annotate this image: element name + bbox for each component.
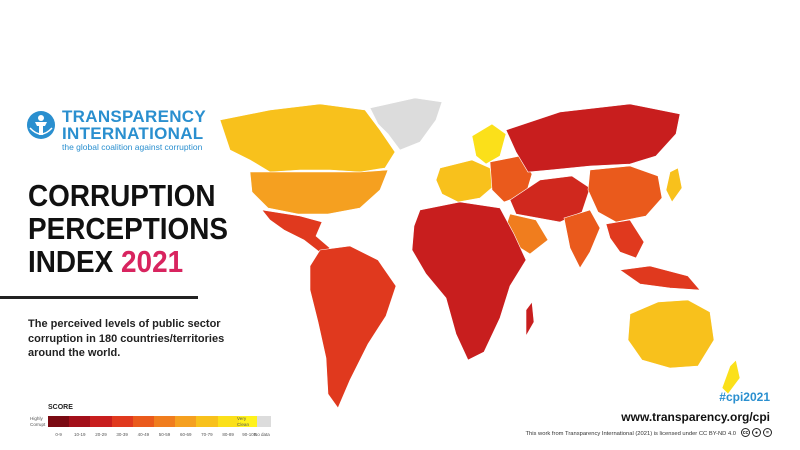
- legend-no-data-label: No data: [254, 432, 270, 437]
- region-scandinavia: [471, 123, 507, 165]
- legend-swatch: [90, 416, 112, 427]
- region-japan: [665, 167, 683, 203]
- legend-color-scale: [48, 416, 260, 427]
- region-greenland: [369, 97, 443, 151]
- legend-high-label: Very Clean: [237, 416, 250, 427]
- region-madagascar: [525, 301, 535, 338]
- title-divider: [0, 296, 198, 299]
- legend-low-label: Highly Corrupt: [30, 416, 46, 427]
- cc-nd-icon: =: [763, 428, 772, 437]
- title-index-word: INDEX: [28, 244, 114, 279]
- legend-no-data-swatch: [257, 416, 271, 427]
- title-year: 2021: [121, 244, 184, 279]
- cc-by-icon: ●: [752, 428, 761, 437]
- description-text: The perceived levels of public sector co…: [28, 318, 225, 359]
- legend-tick-label: 50-59: [158, 432, 171, 437]
- legend-swatch: [238, 416, 260, 427]
- cc-license-icons: cc ● =: [741, 428, 772, 437]
- legend-tick-labels: 0-9 10-19 20-29 30-39 40-49 50-59 60-69 70-79 80…: [48, 432, 260, 437]
- region-new-zealand: [721, 359, 741, 395]
- legend-tick-label: 90-100: [242, 432, 257, 437]
- legend-tick-label: 20-29: [95, 432, 107, 437]
- hashtag-link[interactable]: #cpi2021: [719, 390, 770, 404]
- legend-swatch: [132, 416, 154, 427]
- legend-tick-label: 70-79: [201, 432, 213, 437]
- region-india: [563, 209, 601, 269]
- legend-swatch: [69, 416, 91, 427]
- transparency-international-logo: TRANSPARENCY INTERNATIONAL the global co…: [26, 108, 206, 154]
- region-africa: [411, 201, 527, 361]
- region-middle-east: [509, 175, 591, 223]
- title-line2: PERCEPTIONS: [28, 211, 228, 246]
- region-canada: [219, 103, 396, 173]
- license-text: This work from Transparency Internationa…: [525, 431, 737, 437]
- region-china: [587, 165, 663, 223]
- logo-tagline: the global coalition against corruption: [62, 142, 203, 152]
- world-map: [219, 97, 741, 409]
- cc-cc-icon: cc: [741, 428, 750, 437]
- legend-tick-label: 60-69: [179, 432, 192, 437]
- website-link[interactable]: www.transparency.org/cpi: [621, 410, 770, 424]
- region-australia: [627, 299, 715, 369]
- legend-swatch: [175, 416, 197, 427]
- region-north-america: [249, 169, 389, 215]
- region-europe-west: [435, 159, 495, 203]
- legend-title: SCORE: [48, 404, 73, 411]
- region-russia: [505, 103, 681, 173]
- legend-swatch: [111, 416, 133, 427]
- legend-swatch: [196, 416, 218, 427]
- legend-tick-label: 0-9: [55, 432, 62, 437]
- legend-swatch: [48, 416, 70, 427]
- legend-tick-label: 10-19: [74, 432, 86, 437]
- region-central-america: [261, 209, 331, 255]
- region-southeast-asia: [605, 219, 645, 259]
- legend-swatch: [217, 416, 239, 427]
- title-line3: INDEX 2021: [28, 245, 183, 279]
- legend-swatch: [153, 416, 176, 427]
- legend-tick-label: 80-89: [222, 432, 234, 437]
- legend-tick-label: 40-49: [137, 432, 150, 437]
- title-line1: CORRUPTION: [28, 178, 216, 213]
- logo-name-line2: INTERNATIONAL: [62, 124, 204, 143]
- logo-name-line1: TRANSPARENCY: [62, 107, 207, 126]
- logo-globe-icon: [27, 111, 55, 139]
- region-indonesia: [619, 265, 701, 291]
- legend-tick-label: 30-39: [116, 432, 128, 437]
- region-south-america: [309, 245, 397, 409]
